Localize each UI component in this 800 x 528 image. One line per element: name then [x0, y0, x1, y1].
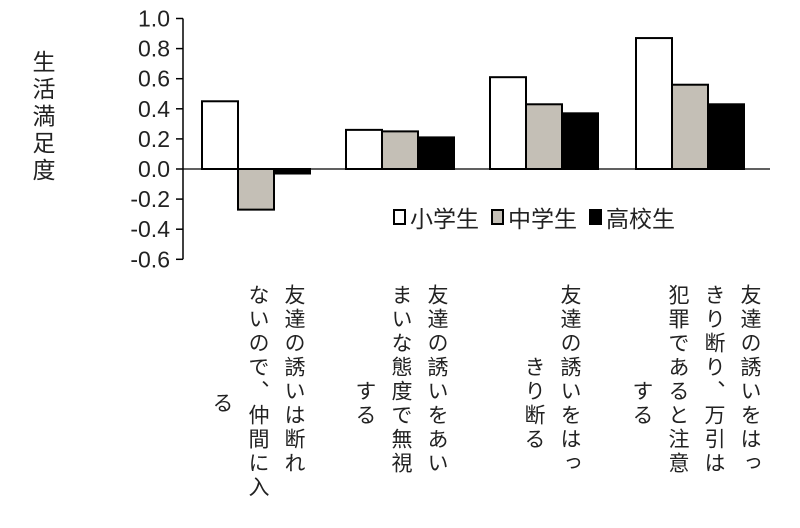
x-category-label-line: 友達の誘いをあい: [425, 284, 449, 476]
legend-label: 小学生: [410, 207, 479, 233]
x-category-label-line: まいな態度で無視: [389, 284, 413, 476]
x-category-label-line: 友達の誘いをはっ: [738, 284, 762, 476]
x-category-label: 友達の誘いをあい まいな態度で無視 する: [347, 284, 455, 524]
y-tick-label: 1.0: [138, 6, 170, 32]
y-tick-label: -0.6: [130, 246, 170, 272]
x-category-label-line: きり断る: [522, 356, 546, 452]
y-tick-label: 0.6: [138, 66, 170, 92]
x-category-label-line: 犯罪であると注意: [666, 284, 690, 476]
x-category-label-line: る: [210, 392, 234, 416]
y-axis-title: 生活満足度: [32, 50, 56, 184]
bar-中学生-2: [525, 103, 563, 170]
legend-item-high-school: 高校生: [589, 200, 675, 234]
y-tick-label: 0.8: [138, 36, 170, 62]
legend-item-junior-high: 中学生: [491, 200, 577, 234]
bar-小学生-3: [635, 37, 673, 170]
legend-label: 中学生: [508, 207, 577, 233]
bar-高校生-3: [707, 103, 745, 170]
x-category-label-line: する: [353, 380, 377, 428]
x-category-label: 友達の誘いは断れ ないので、仲間に入る: [204, 284, 312, 524]
y-tick-label: 0.2: [138, 126, 170, 152]
bar-高校生-1: [417, 136, 455, 171]
x-category-label: 友達の誘いをはっ きり断り、万引は 犯罪であると注意 する: [624, 284, 768, 524]
legend-item-elementary: 小学生: [393, 200, 479, 234]
x-category-label-line: きり断り、万引は: [702, 284, 726, 476]
legend: 小学生 中学生 高校生: [393, 200, 687, 234]
bar-高校生-0: [273, 168, 311, 175]
x-category-label-line: ないので、仲間に入: [246, 284, 270, 500]
x-category-label: 友達の誘いをはっ きり断る: [516, 284, 588, 524]
bar-小学生-0: [201, 100, 239, 170]
bar-中学生-3: [671, 83, 709, 170]
legend-label: 高校生: [606, 207, 675, 233]
bar-高校生-2: [561, 112, 599, 171]
x-category-label-line: 友達の誘いは断れ: [282, 284, 306, 476]
y-tick-label: -0.4: [130, 216, 170, 242]
y-tick-label: 0.4: [138, 96, 170, 122]
x-category-label-line: 友達の誘いをはっ: [558, 284, 582, 476]
legend-swatch: [393, 209, 406, 225]
y-tick-label: 0.0: [138, 156, 170, 182]
bar-中学生-1: [381, 130, 419, 170]
x-category-label-line: する: [630, 380, 654, 428]
y-tick-label: -0.2: [130, 186, 170, 212]
bar-小学生-2: [489, 76, 527, 170]
legend-swatch: [589, 209, 602, 225]
bar-小学生-1: [345, 128, 383, 170]
bar-中学生-0: [237, 168, 275, 211]
legend-swatch: [491, 209, 504, 225]
